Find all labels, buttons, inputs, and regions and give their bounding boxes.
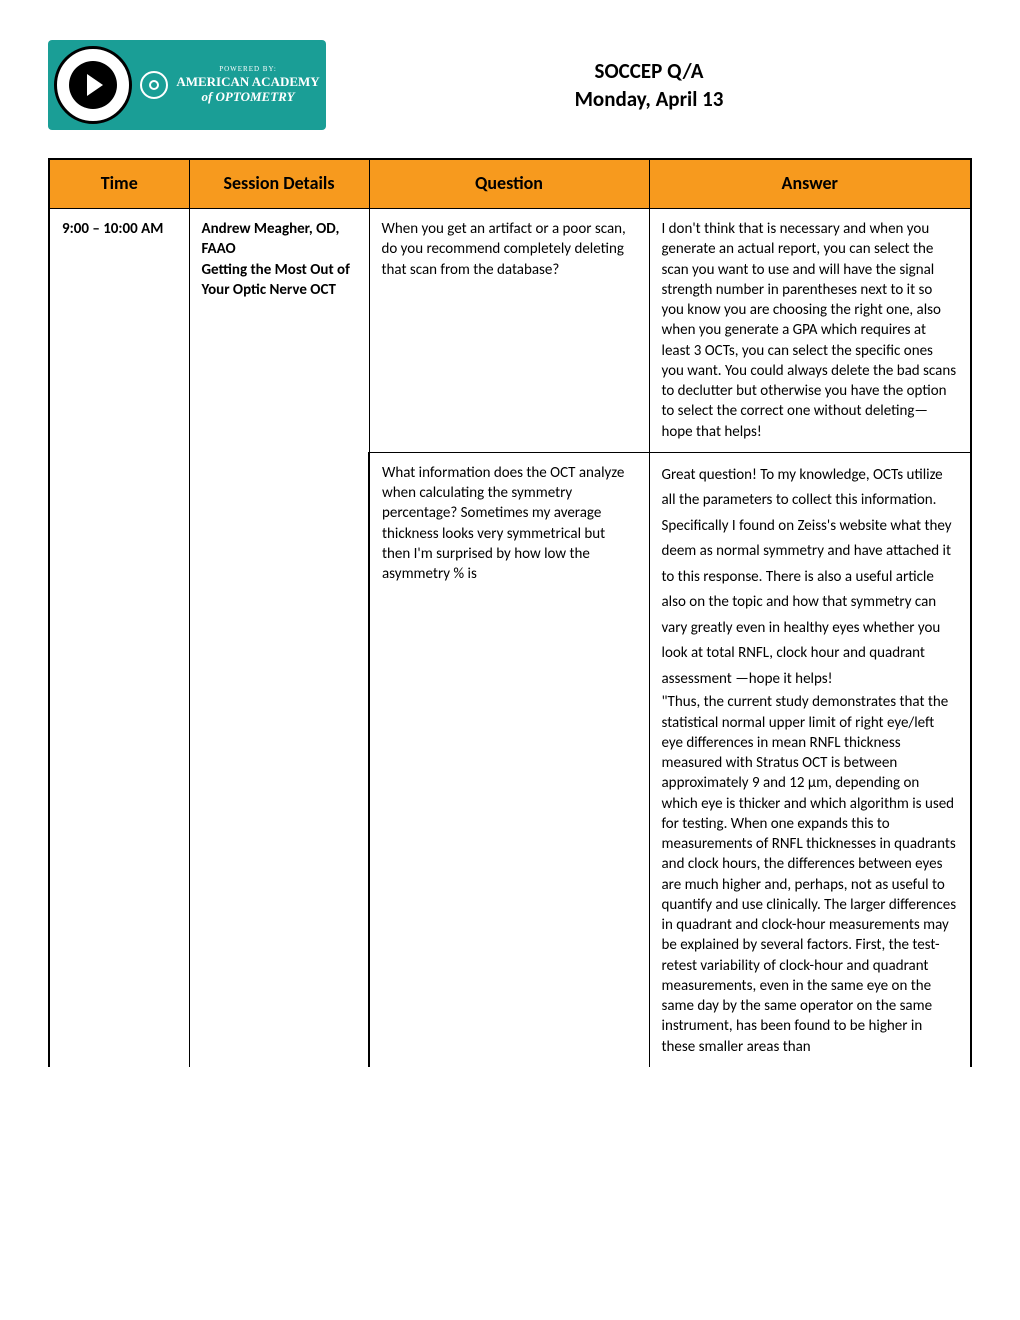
- presenter-name: Andrew Meagher, OD, FAAO: [202, 219, 357, 260]
- col-header-question: Question: [369, 159, 649, 209]
- academy-name-line2: of OPTOMETRY: [176, 89, 320, 105]
- col-header-time: Time: [49, 159, 189, 209]
- academy-logo-text: POWERED BY: AMERICAN ACADEMY of OPTOMETR…: [176, 65, 320, 105]
- cell-question: What information does the OCT analyze wh…: [369, 452, 649, 1067]
- eye-icon: [140, 71, 168, 99]
- answer-para1: Great question! To my knowledge, OCTs ut…: [662, 463, 959, 693]
- col-header-session: Session Details: [189, 159, 369, 209]
- cell-time: 9:00 – 10:00 AM: [49, 209, 189, 1067]
- qa-table: Time Session Details Question Answer 9:0…: [48, 158, 972, 1067]
- academy-name-line1: AMERICAN ACADEMY: [176, 74, 320, 90]
- page-title: SOCCEP Q/A Monday, April 13: [326, 57, 972, 114]
- session-title: Getting the Most Out of Your Optic Nerve…: [202, 260, 357, 301]
- cell-answer: Great question! To my knowledge, OCTs ut…: [649, 452, 971, 1067]
- soccep-logo-icon: [54, 46, 132, 124]
- powered-by-label: POWERED BY:: [176, 65, 320, 73]
- cell-session: Andrew Meagher, OD, FAAO Getting the Mos…: [189, 209, 369, 1067]
- col-header-answer: Answer: [649, 159, 971, 209]
- answer-para2: "Thus, the current study demonstrates th…: [662, 692, 959, 1057]
- cell-answer: I don't think that is necessary and when…: [649, 209, 971, 453]
- logo-block: POWERED BY: AMERICAN ACADEMY of OPTOMETR…: [48, 40, 326, 130]
- title-line1: SOCCEP Q/A: [326, 57, 972, 85]
- table-row: 9:00 – 10:00 AM Andrew Meagher, OD, FAAO…: [49, 209, 971, 453]
- page-header: POWERED BY: AMERICAN ACADEMY of OPTOMETR…: [48, 40, 972, 130]
- table-header-row: Time Session Details Question Answer: [49, 159, 971, 209]
- cell-question: When you get an artifact or a poor scan,…: [369, 209, 649, 453]
- title-line2: Monday, April 13: [326, 85, 972, 113]
